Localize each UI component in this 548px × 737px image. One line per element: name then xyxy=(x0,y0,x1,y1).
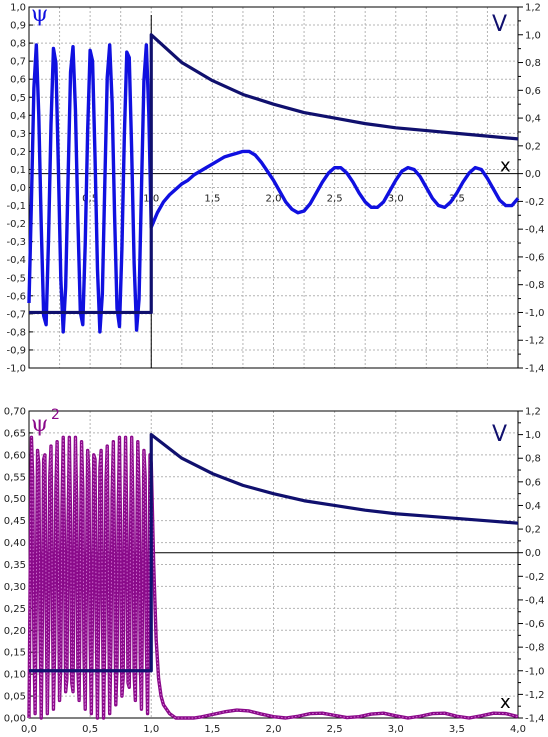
x-tick-label: 1,5 xyxy=(204,194,220,205)
left-tick-label: -0,3 xyxy=(6,237,26,248)
potential-curve xyxy=(29,433,519,673)
right-tick-label: -1,0 xyxy=(525,308,545,319)
right-tick-label: -1,2 xyxy=(525,336,545,347)
left-tick-label: 0,0 xyxy=(10,183,26,194)
psi-chart: -1,0 -0,9 -0,8 -0,7 -0,6 -0,5 -0,4 -0,3 -0,2 -0,1… xyxy=(6,2,545,375)
left-tick-label: -0,8 xyxy=(6,327,26,338)
right-tick-label: -0,6 xyxy=(525,252,545,263)
left-tick-label: -1,0 xyxy=(6,364,26,375)
right-tick-label: 1,2 xyxy=(525,407,541,418)
left-tick-label: 0,45 xyxy=(4,516,26,527)
left-tick-label: 0,00 xyxy=(4,714,26,725)
right-tick-label: 0,0 xyxy=(525,169,541,180)
right-tick-label: -0,6 xyxy=(525,619,545,630)
left-tick-label: 0,10 xyxy=(4,670,26,681)
x-tick-label: 0,0 xyxy=(21,724,37,735)
right-tick-label: -0,4 xyxy=(525,225,545,236)
left-tick-label: 0,5 xyxy=(10,93,26,104)
left-tick-label: -0,7 xyxy=(6,309,26,320)
x-axis-label: x xyxy=(500,156,511,177)
right-tick-label: 0,2 xyxy=(525,525,541,536)
x-tick-label: 3,5 xyxy=(449,724,465,735)
right-tick-label: 0,8 xyxy=(525,58,541,69)
right-tick-label: 0,4 xyxy=(525,114,541,125)
left-tick-label: 0,50 xyxy=(4,494,26,505)
right-tick-label: -1,2 xyxy=(525,690,545,701)
x-tick-label: 2,5 xyxy=(327,194,343,205)
x-tick-label: 0,5 xyxy=(82,724,98,735)
right-tick-label: -1,4 xyxy=(525,714,545,725)
right-axis-label: V xyxy=(492,12,507,37)
x-tick-label: 4,0 xyxy=(510,724,526,735)
left-tick-label: 0,6 xyxy=(10,75,26,86)
right-tick-label: 0,8 xyxy=(525,454,541,465)
right-tick-label: 1,2 xyxy=(525,3,541,14)
x-axis-label: x xyxy=(500,692,511,713)
x-tick-label: 0,5 xyxy=(82,194,98,205)
x-tick-label: 3,0 xyxy=(388,194,404,205)
right-tick-label: -1,0 xyxy=(525,666,545,677)
right-tick-label: -1,4 xyxy=(525,364,545,375)
left-tick-label: 0,3 xyxy=(10,129,26,140)
right-tick-label: -0,2 xyxy=(525,572,545,583)
left-tick-label: -0,9 xyxy=(6,345,26,356)
left-tick-label: 0,7 xyxy=(10,57,26,68)
right-tick-label: -0,8 xyxy=(525,280,545,291)
left-tick-label: 0,55 xyxy=(4,472,26,483)
x-tick-label: 2,0 xyxy=(266,194,282,205)
left-axis-label: ψ xyxy=(31,2,48,27)
right-tick-label: -0,4 xyxy=(525,595,545,606)
left-tick-label: 0,8 xyxy=(10,39,26,50)
x-tick-label: 2,0 xyxy=(266,724,282,735)
left-tick-label: -0,5 xyxy=(6,273,26,284)
right-tick-label: 1,0 xyxy=(525,30,541,41)
right-tick-label: 0,6 xyxy=(525,477,541,488)
left-tick-label: 0,25 xyxy=(4,604,26,615)
left-tick-label: -0,4 xyxy=(6,255,26,266)
right-tick-label: 1,0 xyxy=(525,430,541,441)
left-tick-label: 0,35 xyxy=(4,560,26,571)
left-tick-label: -0,2 xyxy=(6,219,26,230)
left-tick-label: -0,1 xyxy=(6,201,26,212)
psi-squared-chart: 0,00 0,05 0,10 0,15 0,20 0,25 0,30 0,35 0,40 0,45… xyxy=(4,407,545,736)
left-tick-label: -0,6 xyxy=(6,291,26,302)
right-tick-label: 0,6 xyxy=(525,86,541,97)
psi-squared-highlight xyxy=(28,437,519,719)
left-tick-label: 0,2 xyxy=(10,147,26,158)
left-axis: -1,0 -0,9 -0,8 -0,7 -0,6 -0,5 -0,4 -0,3 -0,2 -0,1… xyxy=(6,3,33,375)
left-axis-label: ψ xyxy=(31,412,48,437)
left-tick-label: 0,05 xyxy=(4,692,26,703)
right-tick-label: -0,8 xyxy=(525,643,545,654)
left-tick-label: 0,20 xyxy=(4,626,26,637)
right-axis: -1,4 -1,2 -1,0 -0,8 -0,6 -0,4 -0,2 0,0 0,2 0,4 0,6… xyxy=(518,3,545,375)
left-tick-label: 0,15 xyxy=(4,648,26,659)
x-tick-label: 1,5 xyxy=(204,724,220,735)
left-tick-label: 0,1 xyxy=(10,165,26,176)
left-tick-label: 0,70 xyxy=(4,407,26,418)
right-tick-label: 0,0 xyxy=(525,548,541,559)
x-tick-label: 1,0 xyxy=(143,724,159,735)
x-tick-label: 2,5 xyxy=(327,724,343,735)
psi-curve xyxy=(27,43,520,334)
left-axis-label-superscript: 2 xyxy=(51,407,60,423)
left-tick-label: 0,65 xyxy=(4,428,26,439)
left-tick-label: 0,9 xyxy=(10,21,26,32)
left-tick-label: 0,40 xyxy=(4,538,26,549)
right-tick-label: -0,2 xyxy=(525,197,545,208)
right-tick-label: 0,2 xyxy=(525,141,541,152)
x-axis: 0,0 0,5 1,0 1,5 2,0 2,5 3,0 3,5 4,0 xyxy=(21,724,526,735)
left-tick-label: 0,30 xyxy=(4,582,26,593)
left-tick-label: 0,60 xyxy=(4,450,26,461)
x-tick-label: 3,0 xyxy=(388,724,404,735)
right-tick-label: 0,4 xyxy=(525,501,541,512)
potential-curve xyxy=(29,33,519,315)
right-axis-label: V xyxy=(492,422,507,447)
x-tick-label: 3,5 xyxy=(449,194,465,205)
right-axis: -1,4 -1,2 -1,0 -0,8 -0,6 -0,4 -0,2 0,0 0,2 0,4 0,6… xyxy=(518,407,545,725)
left-tick-label: 0,4 xyxy=(10,111,26,122)
left-tick-label: 1,0 xyxy=(10,3,26,14)
